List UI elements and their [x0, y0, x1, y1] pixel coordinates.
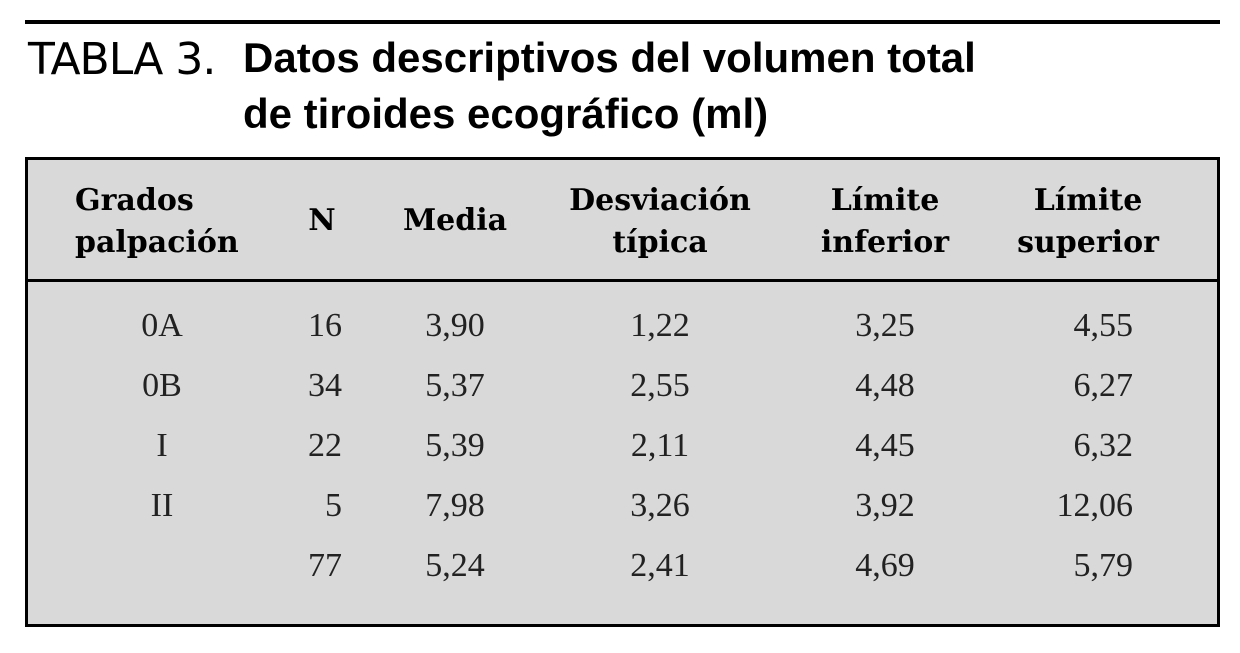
- table-cell: 6,27: [1073, 367, 1134, 404]
- table-cell: 5,37: [425, 367, 485, 404]
- table-cell: 5,24: [425, 547, 485, 584]
- table-cell: 7,98: [425, 487, 485, 524]
- table-cell: 34: [308, 367, 342, 404]
- column-header: N: [308, 203, 336, 238]
- caption-title: Datos descriptivos del volumen total: [243, 34, 976, 81]
- caption-title: de tiroides ecográfico (ml): [243, 90, 769, 137]
- table-box: [25, 157, 1220, 627]
- table-cell: 3,26: [630, 487, 690, 524]
- table-cell: 3,25: [855, 307, 915, 344]
- table-cell: II: [150, 487, 174, 524]
- table-cell: 2,55: [630, 367, 690, 404]
- caption-label: TABLA 3.: [28, 34, 216, 85]
- table-cell: 16: [308, 307, 342, 344]
- table-cell: 2,41: [630, 547, 690, 584]
- table-cell: 0A: [141, 307, 183, 344]
- table-cell: 5,39: [425, 427, 485, 464]
- table-cell: 3,90: [425, 307, 485, 344]
- table-cell: 6,32: [1073, 427, 1134, 464]
- column-header: Grados: [75, 183, 194, 218]
- table-cell: 4,45: [855, 427, 915, 464]
- table-cell: 2,11: [630, 427, 690, 464]
- table-cell: 5: [325, 487, 342, 524]
- table-cell: 4,48: [855, 367, 915, 404]
- column-header: típica: [612, 225, 708, 260]
- column-header: palpación: [75, 225, 239, 260]
- table-cell: 5,79: [1073, 547, 1134, 584]
- table-cell: 77: [308, 547, 342, 584]
- table-cell: 22: [308, 427, 342, 464]
- table-cell: 1,22: [630, 307, 690, 344]
- column-header: Media: [402, 203, 508, 238]
- table-cell: 3,92: [855, 487, 915, 524]
- table-cell: 4,69: [855, 547, 915, 584]
- column-header: superior: [1017, 225, 1159, 260]
- column-header: Límite: [1033, 183, 1143, 218]
- table-cell: I: [156, 427, 168, 464]
- table-cell: 4,55: [1073, 307, 1134, 344]
- column-header: Límite: [830, 183, 940, 218]
- table-cell: 0B: [142, 367, 182, 404]
- table-cell: 12,06: [1056, 487, 1134, 524]
- column-header: inferior: [820, 225, 950, 260]
- column-header: Desviación: [569, 183, 751, 218]
- top-rule: [25, 20, 1220, 24]
- header-separator: [25, 279, 1220, 282]
